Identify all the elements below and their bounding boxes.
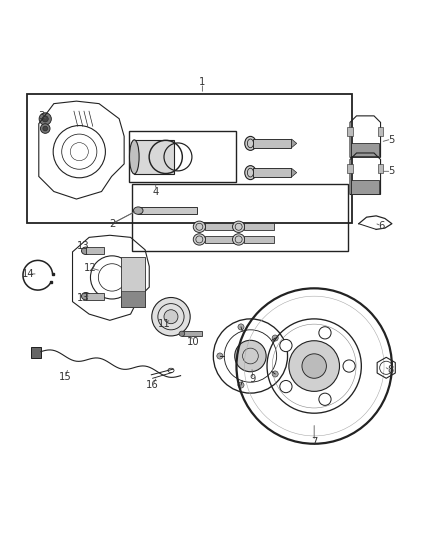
Bar [31, 347, 41, 358]
Circle shape [217, 353, 223, 359]
Bar [347, 127, 353, 135]
Bar [86, 293, 104, 300]
Text: 5: 5 [388, 135, 395, 145]
Circle shape [238, 382, 244, 388]
Bar [121, 257, 145, 307]
Ellipse shape [233, 234, 245, 245]
Ellipse shape [245, 136, 256, 150]
Text: 5: 5 [388, 166, 395, 176]
Ellipse shape [193, 234, 205, 245]
Circle shape [319, 327, 331, 339]
Circle shape [272, 335, 278, 341]
Bar [86, 247, 104, 254]
Text: 16: 16 [146, 380, 159, 390]
Circle shape [235, 340, 266, 372]
Bar [244, 223, 275, 230]
Bar [378, 127, 383, 135]
Text: 13: 13 [78, 240, 90, 251]
Text: 7: 7 [311, 437, 318, 447]
Bar [138, 207, 197, 214]
Ellipse shape [81, 293, 90, 300]
Text: 11: 11 [158, 319, 171, 329]
Bar [244, 236, 275, 243]
Circle shape [280, 340, 292, 352]
Bar [347, 164, 353, 173]
Bar [351, 142, 379, 157]
Text: 4: 4 [152, 187, 159, 197]
Circle shape [272, 371, 278, 377]
Bar [182, 331, 201, 336]
Ellipse shape [193, 221, 205, 232]
Polygon shape [291, 139, 297, 148]
Bar [205, 236, 235, 243]
Text: 13: 13 [78, 293, 90, 303]
Circle shape [152, 297, 190, 336]
Circle shape [302, 354, 326, 378]
Ellipse shape [81, 247, 90, 254]
Bar [205, 223, 235, 230]
Circle shape [164, 310, 178, 324]
Text: 8: 8 [388, 366, 394, 375]
Circle shape [280, 381, 292, 393]
Bar [378, 164, 383, 173]
Text: 6: 6 [378, 221, 385, 231]
Circle shape [43, 126, 48, 131]
Ellipse shape [245, 166, 256, 180]
Ellipse shape [179, 331, 185, 336]
Bar [27, 94, 352, 223]
Ellipse shape [134, 207, 143, 214]
Text: 12: 12 [84, 263, 96, 273]
Circle shape [39, 113, 51, 125]
Bar [130, 131, 237, 182]
Circle shape [319, 393, 331, 406]
Polygon shape [291, 168, 297, 177]
Circle shape [42, 116, 48, 122]
Ellipse shape [233, 221, 245, 232]
Bar [351, 180, 379, 193]
Bar [253, 168, 291, 177]
Text: 14: 14 [22, 269, 35, 279]
Circle shape [40, 124, 50, 133]
Circle shape [289, 341, 339, 391]
Text: 15: 15 [59, 372, 72, 382]
Text: 2: 2 [109, 219, 115, 229]
Text: 10: 10 [187, 337, 199, 346]
Bar [134, 140, 173, 174]
Bar [253, 139, 291, 148]
Circle shape [343, 360, 355, 372]
Text: 3: 3 [38, 111, 44, 121]
Ellipse shape [130, 140, 139, 174]
Text: 1: 1 [199, 77, 205, 87]
Circle shape [238, 324, 244, 330]
Bar [121, 290, 145, 307]
Bar [132, 183, 348, 251]
Text: 9: 9 [250, 374, 256, 384]
